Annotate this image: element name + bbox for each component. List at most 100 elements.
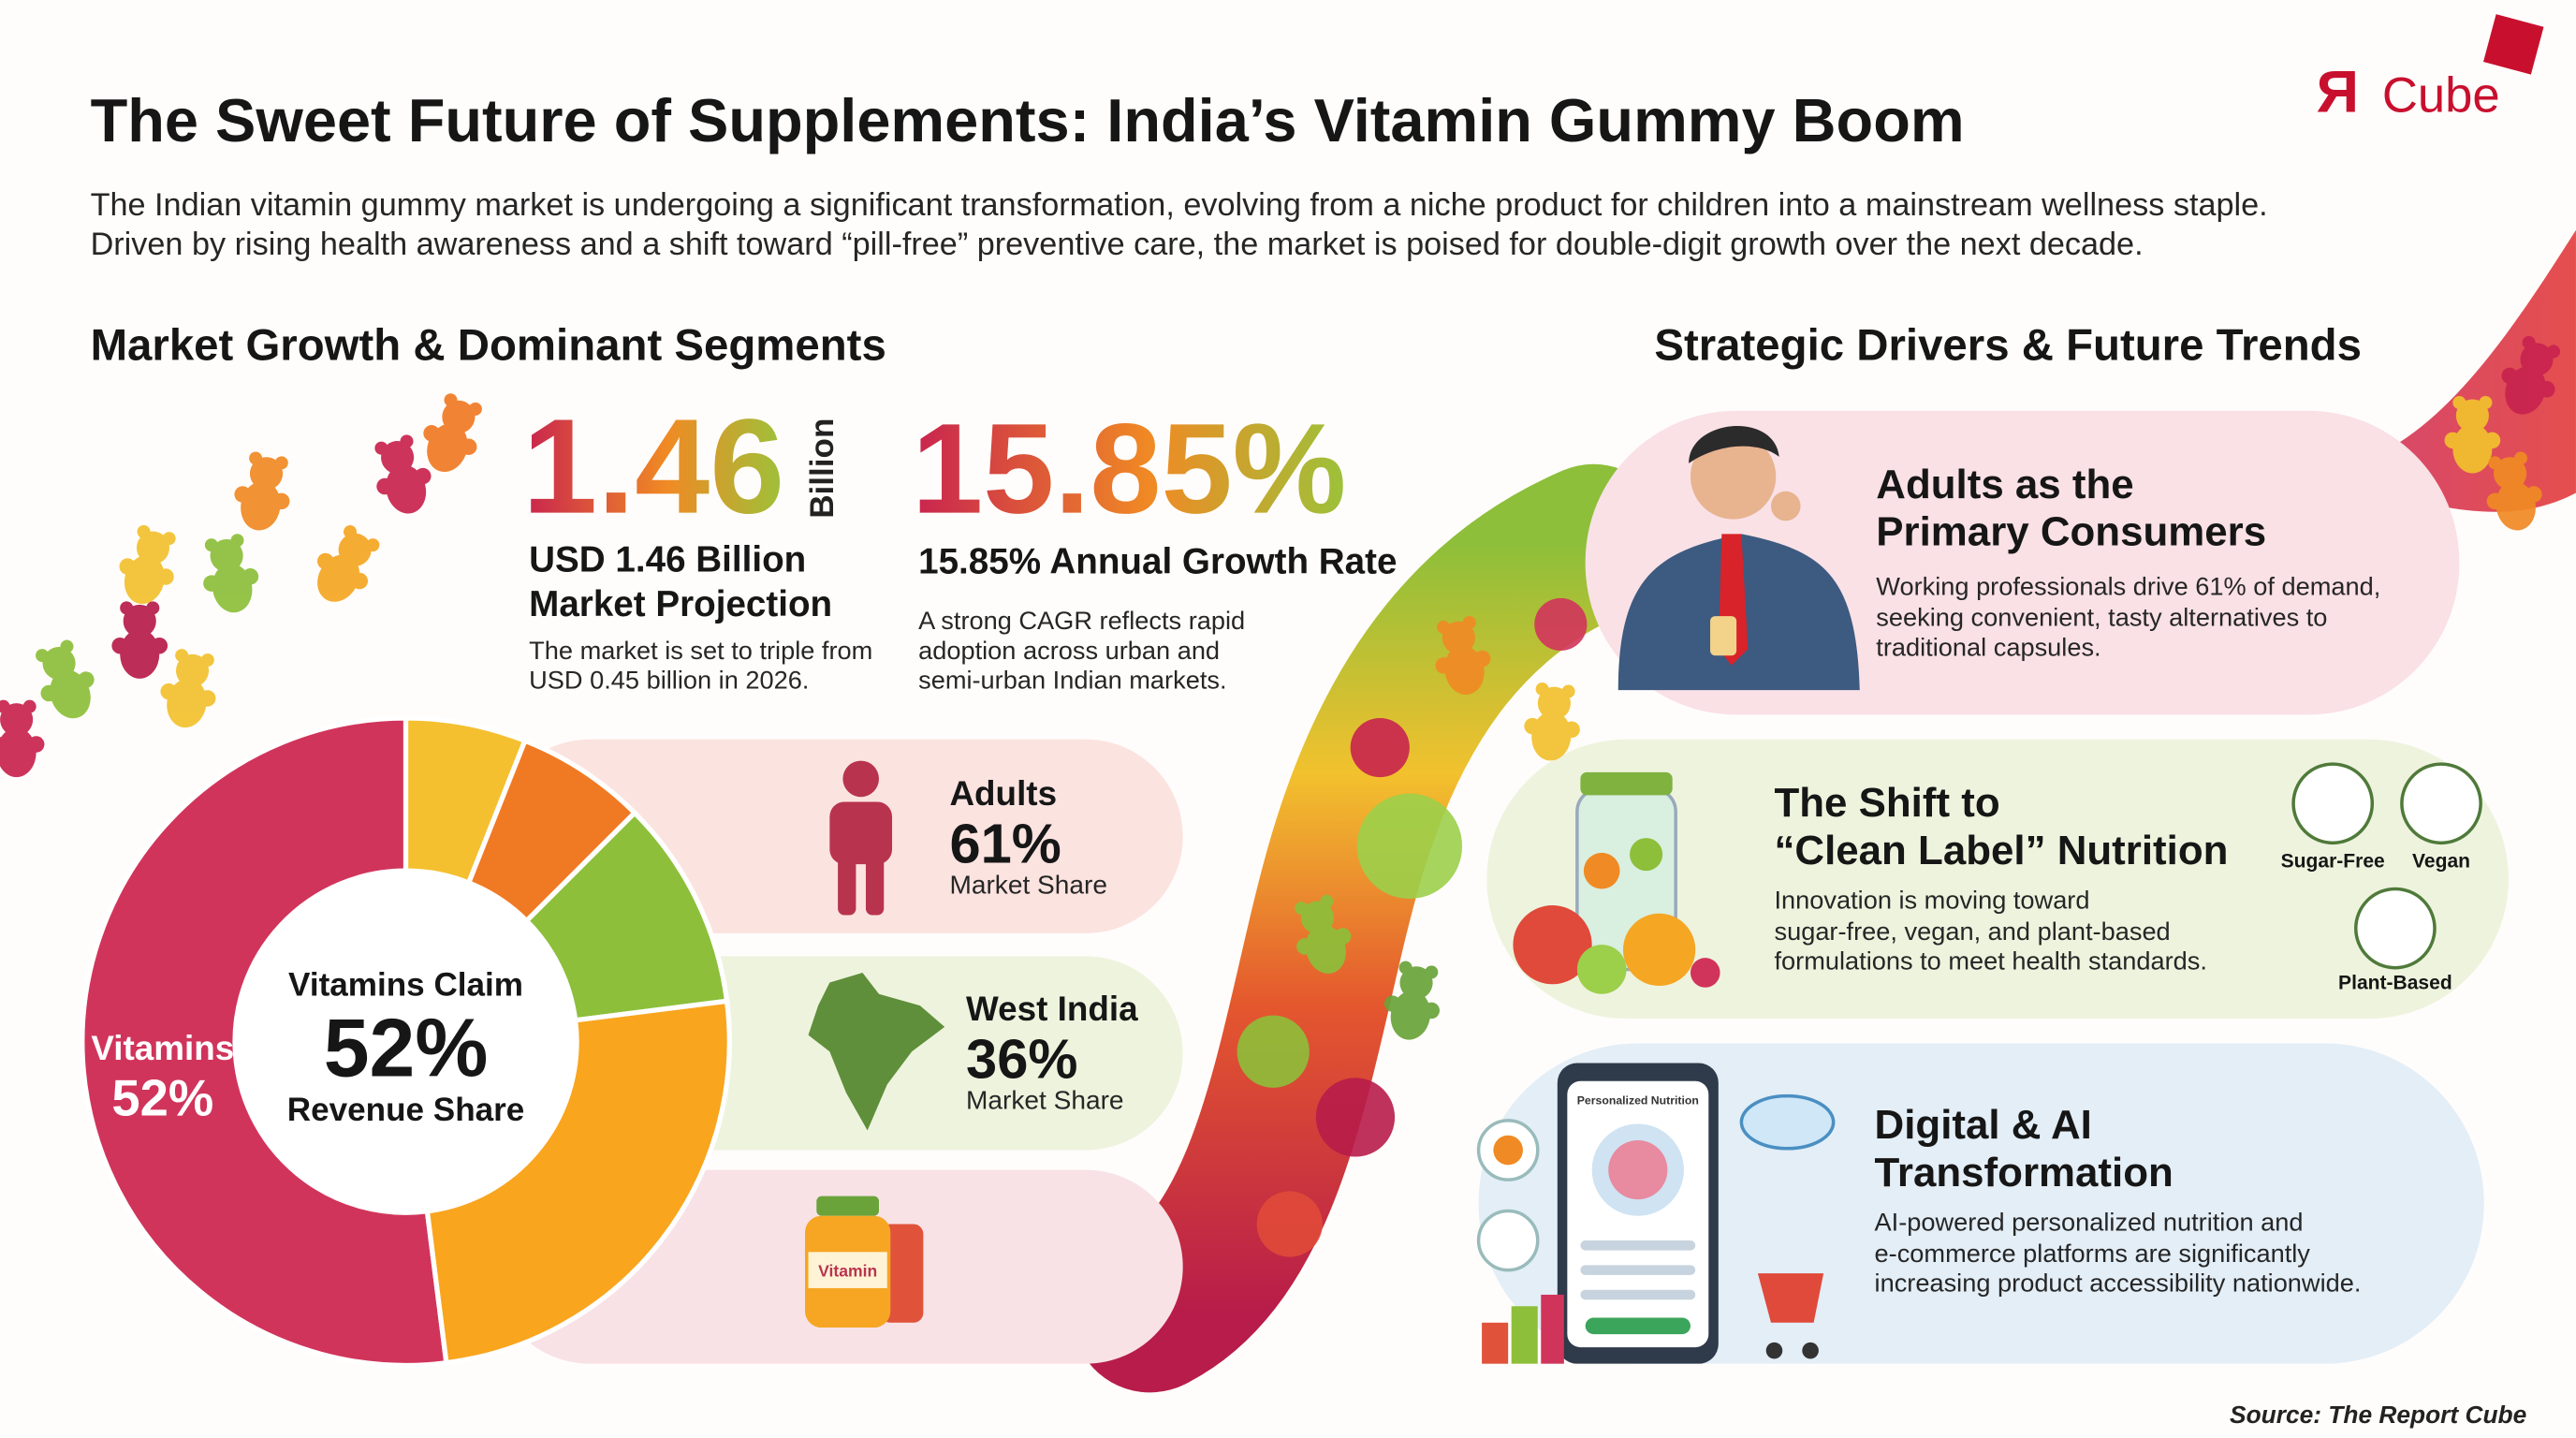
india-map (808, 972, 945, 1131)
gummy-bear (374, 434, 432, 514)
gummy-bear (2501, 335, 2561, 415)
stat-title: 15.85% Annual Growth Rate (918, 542, 1397, 582)
gummy-part (2488, 456, 2502, 470)
section-heading: Market Growth & Dominant Segments (91, 320, 886, 370)
gummy-part (175, 653, 210, 687)
gummy-part (1423, 1002, 1440, 1020)
gummy-part (351, 572, 368, 590)
card (1486, 739, 2509, 1020)
card-title: Primary Consumers (1876, 509, 2266, 555)
gummy-part (2483, 432, 2501, 449)
jar-label: Vitamin (818, 1262, 877, 1281)
card-text: traditional capsules. (1876, 632, 2100, 661)
gummy-part (200, 653, 214, 668)
card-text: Working professionals drive 61% of deman… (1876, 571, 2380, 600)
gummy-bear (111, 601, 168, 679)
gummy-bear (160, 649, 216, 728)
gummy-part (2444, 432, 2462, 449)
stat-text: The market is set to triple from (529, 636, 872, 665)
gummy-part (468, 402, 482, 416)
phone-illustration: Personalized Nutrition (1476, 1063, 1836, 1364)
gummy-part (242, 568, 259, 585)
stat-unit: Billion (804, 418, 841, 519)
gummy-part (249, 451, 263, 465)
gummy-part (120, 629, 160, 679)
gummy-part (1535, 682, 1549, 697)
gummy-part (2452, 395, 2466, 410)
gummy-part (111, 637, 128, 654)
gummy-part (204, 538, 218, 552)
donut-center-value: 52% (324, 1003, 489, 1094)
gummy-part (1524, 717, 1541, 735)
segment-label: West India (966, 990, 1138, 1028)
gummy-part (249, 457, 284, 491)
gummy-part (157, 568, 174, 585)
section-heading: Strategic Drivers & Future Trends (1654, 320, 2362, 370)
gummy-part (400, 434, 414, 448)
stat-value: 1.46 (522, 392, 784, 542)
gummy-part (2539, 381, 2555, 398)
donut-center-subtitle: Revenue Share (287, 1092, 525, 1128)
gummy-part (234, 486, 251, 503)
segment-value: 61% (949, 812, 1061, 874)
gummy-part (423, 425, 440, 442)
gummy-part (40, 684, 58, 702)
gummy-part (2513, 451, 2528, 465)
card-text: e-commerce platforms are significantly (1875, 1239, 2311, 1268)
gummy-part (2501, 367, 2518, 385)
gummy-part (1473, 650, 1491, 668)
gummy-part (36, 649, 50, 663)
logo: Я Cube (2317, 14, 2544, 125)
gummy-part (137, 524, 151, 538)
card-title: “Clean Label” Nutrition (1774, 828, 2228, 873)
gummy-bear (1524, 682, 1580, 761)
card-title: Transformation (1875, 1150, 2174, 1196)
fruit-jar-illustration (1513, 771, 1720, 994)
donut-hole (233, 869, 578, 1214)
gummy-part (2479, 395, 2493, 410)
gummy-part (78, 671, 95, 688)
screen-label: Personalized Nutrition (1577, 1093, 1699, 1107)
gummy-fruit (1356, 793, 1463, 899)
card-title: Digital & AI (1875, 1102, 2092, 1148)
stat-title: Market Projection (529, 584, 832, 624)
gummy-fruit (1237, 1015, 1310, 1088)
gummy-part (1398, 961, 1412, 975)
gummy-part (1537, 686, 1571, 720)
gummy-part (376, 477, 393, 495)
gummy-part (444, 393, 458, 407)
gummy-part (1296, 938, 1313, 955)
gummy-part (374, 441, 388, 455)
source: Source: The Report Cube (2230, 1401, 2526, 1429)
gummy-part (151, 637, 168, 654)
subtitle: Driven by rising health awareness and a … (91, 227, 2144, 262)
gummy-part (1462, 615, 1476, 630)
gummy-part (198, 690, 216, 707)
gummy-part (272, 492, 290, 510)
card-title: The Shift to (1774, 780, 1999, 826)
gummy-part (2452, 423, 2493, 474)
badge-label: Sugar-Free (2281, 851, 2385, 873)
stat-text: adoption across urban and (918, 636, 1220, 665)
card (1478, 1043, 2484, 1364)
gummy-part (2522, 335, 2536, 349)
gummy-part (230, 534, 244, 548)
vitamin-jar: Vitamin (805, 1196, 924, 1328)
gummy-part (162, 532, 176, 546)
gummy-part (2494, 457, 2527, 491)
gummy-part (316, 552, 334, 570)
title: The Sweet Future of Supplements: India’s… (91, 86, 1965, 154)
gummy-part (0, 703, 34, 737)
segment-value: 36% (966, 1027, 1077, 1090)
badge-label: Vegan (2412, 851, 2470, 873)
stat-title: USD 1.46 Billion (529, 540, 806, 580)
stat-value: 15.85% (912, 398, 1346, 541)
gummy-bear (423, 393, 482, 473)
gummy-bear (119, 524, 176, 605)
gummy-fruit (1534, 597, 1588, 651)
card-text: seeking convenient, tasty alternatives t… (1876, 603, 2327, 632)
gummy-part (175, 649, 189, 663)
gummy-part (120, 601, 134, 615)
card-text: AI-powered personalized nutrition and (1875, 1208, 2304, 1237)
